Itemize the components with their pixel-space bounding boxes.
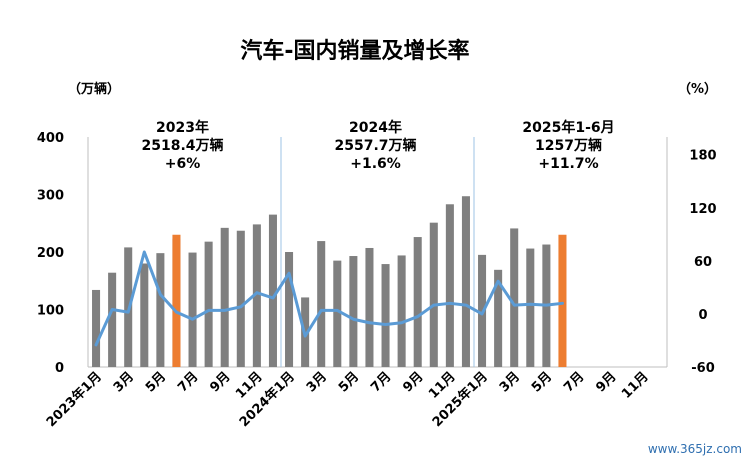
x-tick-label: 9月 bbox=[400, 369, 426, 395]
sales-bar bbox=[429, 222, 438, 367]
sales-bar bbox=[317, 241, 326, 367]
sales-bar bbox=[252, 224, 261, 367]
sales-bar bbox=[204, 241, 213, 367]
sales-bar bbox=[349, 256, 358, 367]
annotation-1-line-3: +6% bbox=[165, 156, 201, 172]
right-tick-label: 120 bbox=[689, 202, 716, 217]
sales-bar bbox=[510, 228, 519, 367]
x-tick-label: 7月 bbox=[175, 369, 201, 395]
right-tick-label: 180 bbox=[689, 149, 716, 164]
highlight-bar bbox=[558, 234, 567, 367]
annotation-1-line-2: 2518.4万辆 bbox=[141, 137, 223, 154]
annotation-3-line-3: +11.7% bbox=[538, 156, 598, 172]
right-tick-label: 60 bbox=[694, 255, 712, 270]
sales-bar bbox=[397, 255, 406, 367]
sales-bar bbox=[188, 252, 197, 367]
x-tick-label: 9月 bbox=[593, 369, 619, 395]
annotation-2-line-1: 2024年 bbox=[349, 119, 402, 136]
sales-bar bbox=[140, 263, 149, 367]
sales-bar bbox=[413, 237, 422, 367]
sales-bar bbox=[220, 227, 229, 367]
left-tick-label: 400 bbox=[37, 131, 64, 146]
chart-title: 汽车-国内销量及增长率 bbox=[240, 38, 469, 64]
x-tick-label: 5月 bbox=[143, 369, 169, 395]
x-tick-label: 5月 bbox=[336, 369, 362, 395]
right-axis-unit: （%） bbox=[678, 81, 717, 97]
x-tick-label: 5月 bbox=[529, 369, 555, 395]
watermark: www.365jz.com bbox=[648, 442, 742, 456]
sales-bar bbox=[236, 230, 245, 367]
annotation-2-line-3: +1.6% bbox=[350, 156, 401, 172]
x-tick-label: 7月 bbox=[561, 369, 587, 395]
annotation-2-line-2: 2557.7万辆 bbox=[334, 137, 416, 154]
sales-bar bbox=[445, 204, 454, 367]
sales-bar bbox=[461, 196, 470, 367]
x-tick-label: 3月 bbox=[111, 369, 137, 395]
annotation-1-line-1: 2023年 bbox=[156, 119, 209, 136]
growth-rate-line bbox=[94, 250, 564, 347]
x-tick-label: 2023年1月 bbox=[43, 369, 105, 431]
left-axis-unit: （万辆） bbox=[68, 81, 120, 97]
annotation-3-line-1: 2025年1-6月 bbox=[522, 119, 614, 136]
sales-bar bbox=[526, 248, 535, 367]
sales-bar bbox=[381, 264, 390, 367]
x-tick-label: 3月 bbox=[497, 369, 523, 395]
annotation-3-line-2: 1257万辆 bbox=[535, 137, 602, 154]
x-tick-label: 11月 bbox=[619, 369, 652, 402]
right-tick-label: -60 bbox=[691, 361, 715, 376]
left-tick-label: 300 bbox=[37, 189, 64, 204]
sales-bar bbox=[333, 260, 342, 367]
sales-bar bbox=[108, 272, 117, 367]
sales-bar bbox=[156, 253, 165, 367]
right-tick-label: 0 bbox=[698, 308, 707, 323]
sales-bar bbox=[92, 289, 101, 367]
x-tick-label: 9月 bbox=[207, 369, 233, 395]
left-tick-label: 100 bbox=[37, 304, 64, 319]
x-tick-label: 3月 bbox=[304, 369, 330, 395]
left-tick-label: 200 bbox=[37, 246, 64, 261]
sales-bar bbox=[285, 252, 294, 367]
highlight-bar bbox=[172, 234, 181, 367]
sales-bar bbox=[268, 214, 277, 367]
sales-bar bbox=[365, 247, 374, 367]
sales-bar bbox=[494, 269, 503, 367]
x-tick-label: 7月 bbox=[368, 369, 394, 395]
left-tick-label: 0 bbox=[55, 361, 64, 376]
